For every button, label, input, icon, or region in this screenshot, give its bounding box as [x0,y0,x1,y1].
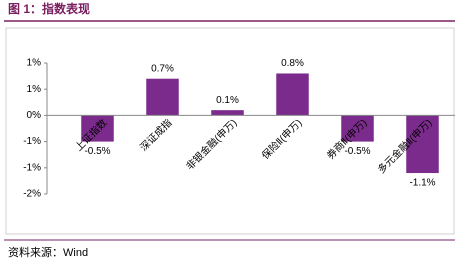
bar [81,115,114,142]
bar [341,115,374,142]
y-tick-label: -1% [23,136,41,147]
value-label: -0.5% [344,146,370,157]
y-tick-label: 1% [27,84,42,95]
value-label: 0.8% [281,58,304,69]
bar [146,78,179,116]
y-tick-label: 0% [27,110,42,121]
source: 资料来源：Wind [8,245,88,259]
x-tick-label: 非银金融(申万) [183,116,239,172]
x-tick-label: 保险Ⅱ(申万) [259,116,305,162]
x-tick-label: 深证成指 [137,116,174,153]
bar [211,110,244,116]
y-tick-label: 1% [27,58,42,69]
chart-title: 图 1：指数表现 [8,1,90,16]
value-label: -1.1% [409,178,435,189]
bar [406,115,439,174]
value-label: -0.5% [84,146,110,157]
y-tick-label: -2% [23,189,41,200]
bar [276,73,309,116]
chart-frame [5,27,455,235]
y-tick-label: -1% [23,162,41,173]
value-label: 0.1% [216,95,239,106]
value-label: 0.7% [151,63,174,74]
